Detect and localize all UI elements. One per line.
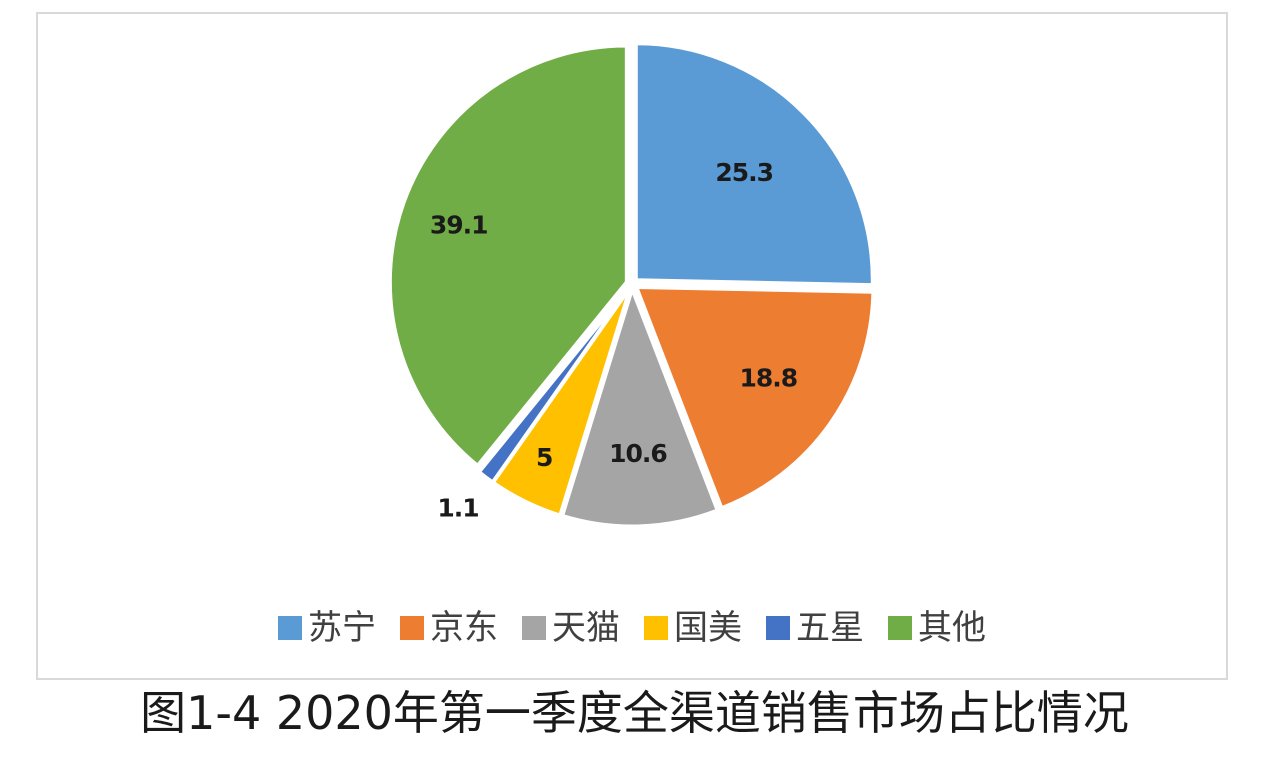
legend-item-6: 其他 [888,611,986,645]
data-label-3: 10.6 [609,439,667,468]
legend-swatch-1 [278,616,302,640]
legend-label-2: 京东 [430,608,498,648]
legend-item-2: 京东 [400,611,498,645]
legend-label-6: 其他 [918,608,986,648]
chart-area: 25.3 18.8 10.6 5 1.1 39.1 苏宁 京东 天猫 国美 五星 其他 [36,12,1228,680]
legend-item-1: 苏宁 [278,611,376,645]
legend-label-5: 五星 [796,608,864,648]
figure-caption: 图1-4 2020年第一季度全渠道销售市场占比情况 [140,686,1129,740]
legend-label-4: 国美 [674,608,742,648]
pie-slice-6 [388,44,628,468]
pie-chart: 25.3 18.8 10.6 5 1.1 39.1 [388,42,875,528]
legend-item-3: 天猫 [522,611,620,645]
legend-swatch-6 [888,616,912,640]
data-label-2: 18.8 [739,364,797,393]
data-label-4: 5 [536,443,552,472]
data-label-1: 25.3 [715,158,773,187]
legend: 苏宁 京东 天猫 国美 五星 其他 [38,606,1226,650]
pie-slice-3 [560,285,720,528]
legend-swatch-5 [766,616,790,640]
legend-item-4: 国美 [644,611,742,645]
pie-slice-2 [634,285,875,510]
legend-item-5: 五星 [766,611,864,645]
data-label-5: 1.1 [437,493,478,522]
legend-swatch-4 [644,616,668,640]
legend-label-1: 苏宁 [308,608,376,648]
legend-swatch-2 [400,616,424,640]
pie-slice-1 [634,42,874,287]
legend-label-3: 天猫 [552,608,620,648]
pie-slice-5 [477,287,630,484]
data-label-6: 39.1 [430,211,488,240]
legend-swatch-3 [522,616,546,640]
